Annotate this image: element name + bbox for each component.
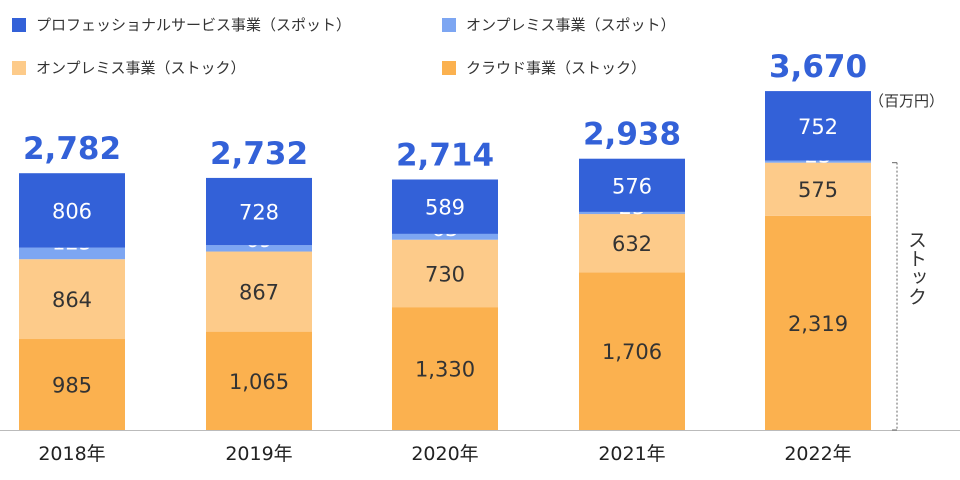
bar-segment — [206, 251, 312, 332]
legend-label: クラウド事業（ストック） — [466, 59, 647, 77]
total-label: 2,782 — [23, 131, 121, 167]
legend-item-onprem-stock: オンプレミス事業（ストック） — [12, 57, 246, 78]
data-label: 806 — [52, 199, 92, 223]
stock-bracket-label: ストック — [905, 230, 927, 306]
data-label: 575 — [798, 178, 838, 202]
data-label: 1,330 — [415, 358, 475, 382]
data-label: 632 — [612, 232, 652, 256]
bar-segment — [206, 177, 312, 246]
bar-segment — [19, 259, 125, 340]
legend-item-onprem-spot: オンプレミス事業（スポット） — [442, 14, 676, 35]
bar-segment — [765, 160, 871, 163]
data-label: 589 — [425, 196, 465, 220]
data-label: 985 — [52, 374, 92, 398]
bar-segment — [392, 239, 498, 308]
bar-segment — [579, 272, 685, 430]
total-label: 2,938 — [583, 117, 681, 153]
bar-segment — [765, 215, 871, 430]
legend-swatch — [12, 60, 26, 75]
total-label: 2,732 — [210, 136, 308, 172]
legend-swatch — [442, 60, 456, 75]
legend-swatch — [12, 17, 26, 32]
bar-segment — [765, 91, 871, 161]
x-tick-label: 2020年 — [411, 443, 478, 465]
bar-segment — [579, 158, 685, 212]
bar-segment — [765, 162, 871, 216]
x-tick-label: 2022年 — [784, 443, 851, 465]
bar-segment — [19, 173, 125, 248]
x-tick-label: 2021年 — [598, 443, 665, 465]
bar-segment — [392, 179, 498, 234]
bar-segment — [206, 331, 312, 430]
bar-segment — [392, 233, 498, 240]
legend-label: プロフェッショナルサービス事業（スポット） — [36, 16, 352, 34]
bar-segment — [579, 214, 685, 273]
legend-label: オンプレミス事業（スポット） — [466, 16, 676, 34]
data-label: 864 — [52, 288, 92, 312]
data-label: 728 — [239, 201, 279, 225]
bar-segment — [206, 245, 312, 252]
unit-label: （百万円） — [869, 92, 944, 110]
legend-label: オンプレミス事業（ストック） — [36, 59, 246, 77]
bar-segment — [19, 247, 125, 260]
data-label: 1,065 — [229, 370, 289, 394]
data-label: 576 — [612, 174, 652, 198]
data-label: 730 — [425, 262, 465, 286]
total-label: 2,714 — [396, 137, 494, 173]
bar-segment — [579, 211, 685, 215]
legend-swatch — [442, 17, 456, 32]
data-label: 2,319 — [788, 312, 848, 336]
total-label: 3,670 — [769, 49, 867, 85]
legend-item-professional-spot: プロフェッショナルサービス事業（スポット） — [12, 14, 351, 35]
bar-segment — [19, 339, 125, 430]
x-tick-label: 2018年 — [38, 443, 105, 465]
data-label: 1,706 — [602, 340, 662, 364]
data-label: 867 — [239, 281, 279, 305]
x-tick-label: 2019年 — [225, 443, 292, 465]
bar-segment — [392, 307, 498, 430]
legend-item-cloud-stock: クラウド事業（ストック） — [442, 57, 646, 78]
data-label: 752 — [798, 115, 838, 139]
